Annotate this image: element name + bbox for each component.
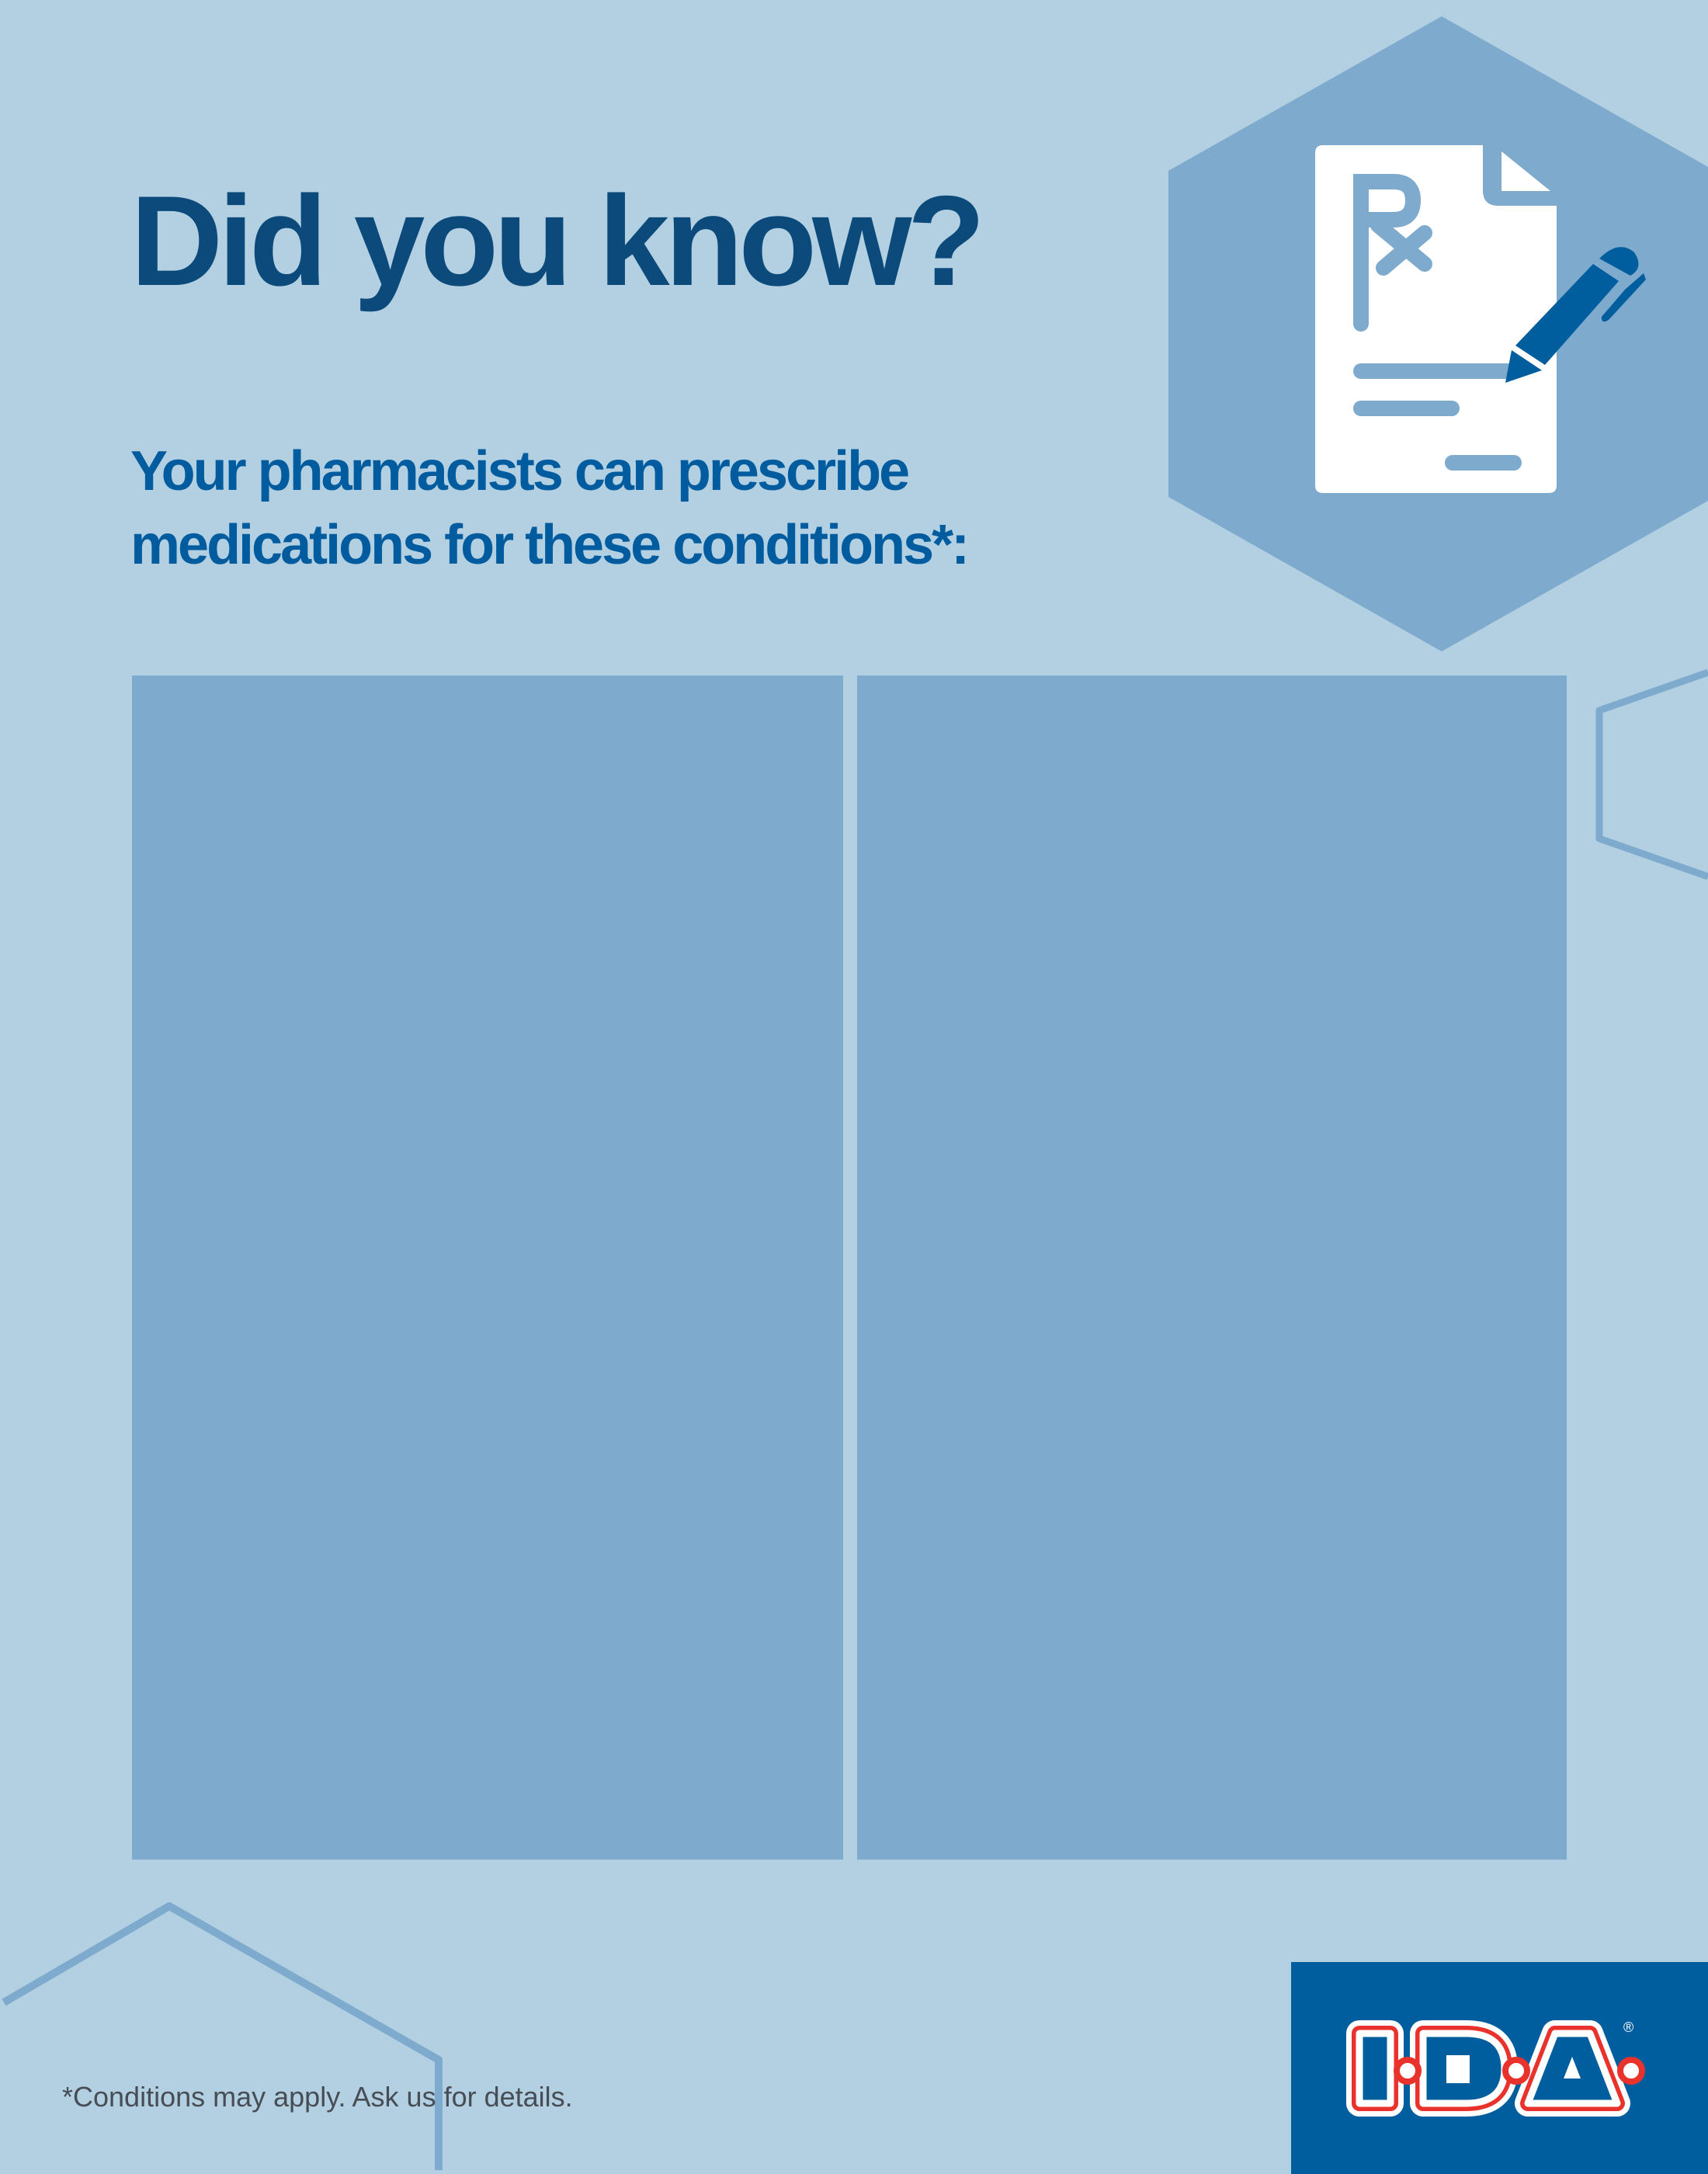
- subtitle-line-1: Your pharmacists can prescribe: [130, 440, 910, 502]
- registered-mark: ®: [1623, 2019, 1633, 2035]
- ida-logo: ®: [1291, 1962, 1708, 2174]
- subtitle: Your pharmacists can prescribe medicatio…: [130, 435, 970, 582]
- ida-logo-mark: ®: [1346, 2019, 1645, 2117]
- subtitle-line-2: medications for these conditions*:: [130, 514, 970, 576]
- page-title: Did you know?: [130, 169, 985, 312]
- conditions-panel-left: [132, 675, 843, 1860]
- rx-symbol: [1353, 174, 1432, 332]
- footnote: *Conditions may apply. Ask us for detail…: [62, 2081, 573, 2113]
- conditions-panel-right: [857, 675, 1567, 1860]
- pen-icon: [1505, 247, 1646, 383]
